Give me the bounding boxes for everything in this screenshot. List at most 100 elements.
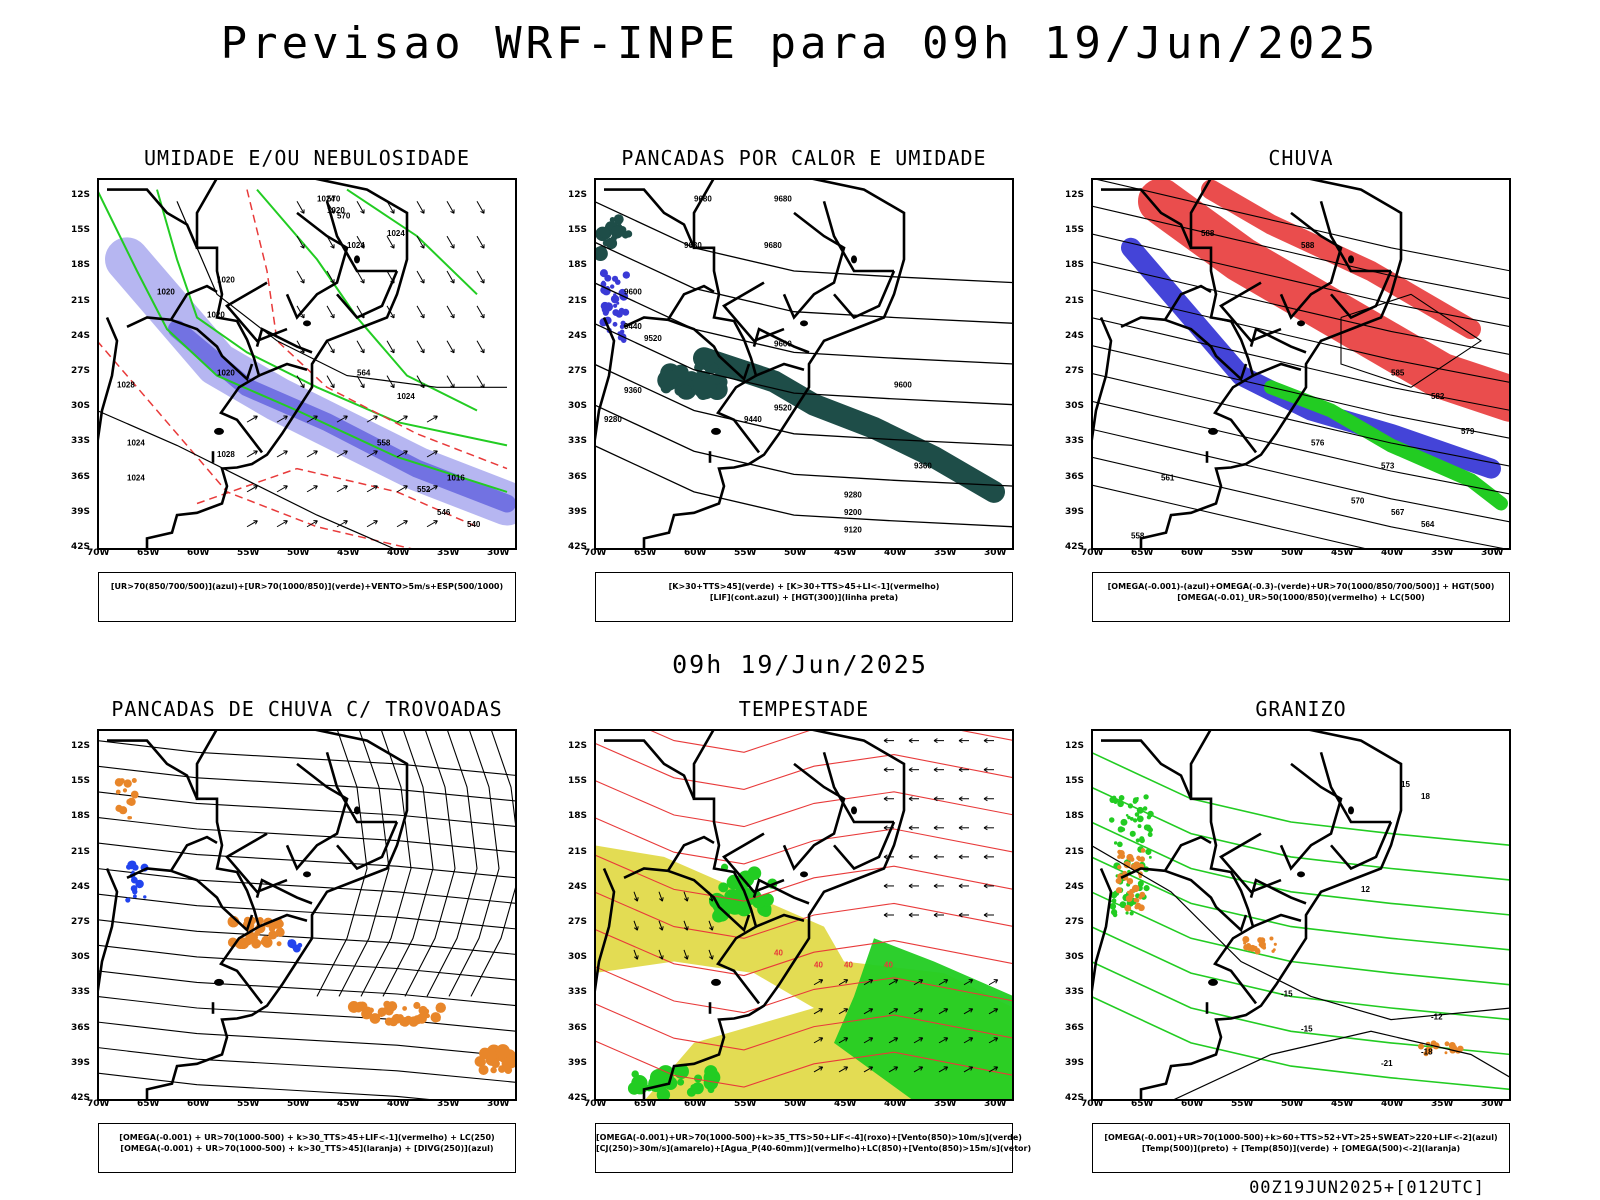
- temp850-contour: [1091, 821, 1511, 916]
- lon-tick-label: 55W: [1231, 548, 1254, 558]
- lc850-streamline: [594, 816, 1014, 865]
- legend-line: [K>30+TTS>45](verde) + [K>30+TTS>45+LI<-…: [668, 582, 940, 591]
- streamline: [338, 729, 390, 997]
- contour-label: 40: [774, 949, 783, 958]
- contour-label: 1028: [117, 380, 135, 389]
- lat-tick-label: 30S: [1065, 401, 1085, 412]
- lat-tick-label: 27S: [568, 917, 588, 927]
- streamline: [97, 919, 517, 956]
- map-layers: 1020 1024 1020 1024 1024 1020 1024 1024 1028 1024…: [97, 178, 517, 550]
- main-title: Previsao WRF-INPE para 09h 19/Jun/2025: [220, 18, 1380, 69]
- lat-tick-label: 18S: [568, 811, 588, 822]
- lat-tick-label: 39S: [71, 506, 91, 517]
- lon-tick-label: 55W: [734, 548, 757, 558]
- streamline: [470, 729, 517, 997]
- lat-tick-label: 15S: [71, 225, 91, 236]
- lon-tick-label: 70W: [1081, 1099, 1104, 1109]
- legend-box: [UR>70(850/700/500)](azul)+[UR>70(1000/8…: [98, 572, 516, 622]
- legend-line: [OMEGA(-0.001) + UR>70(1000-500) + k>30_…: [120, 1144, 494, 1153]
- lat-tick-label: 36S: [71, 471, 91, 482]
- lat-tick-label: 12S: [1065, 741, 1085, 751]
- legend-box: [OMEGA(-0.001)-(azul)+OMEGA(-0.3)-(verde…: [1092, 572, 1510, 622]
- lc850-streamline: [594, 965, 1014, 1014]
- lon-tick-label: 60W: [1181, 1099, 1204, 1109]
- contour-label: 1024: [347, 241, 365, 250]
- storm-orange: [114, 777, 139, 820]
- map-layers: 588 588 585 582 579 576 573 570 567 564 561 558: [1091, 178, 1511, 550]
- map-frame: [1091, 729, 1511, 1101]
- hgt300-contour: [594, 363, 1014, 447]
- streamline: [97, 1021, 517, 1058]
- lon-tick-label: 70W: [1081, 548, 1104, 558]
- contour-label: 564: [1421, 520, 1435, 529]
- contour-label: 9440: [624, 322, 642, 331]
- streamline: [97, 791, 517, 828]
- lat-tick-label: 12S: [568, 190, 588, 200]
- streamline: [316, 729, 368, 997]
- contour-label: 1024: [317, 194, 335, 203]
- streamline: [97, 740, 517, 777]
- lon-tick-label: 35W: [1431, 1099, 1454, 1109]
- lc850-streamline: [646, 729, 1014, 753]
- lat-tick-label: 36S: [1065, 1022, 1085, 1033]
- contour-label: 546: [437, 508, 451, 517]
- lon-tick-label: 65W: [137, 1099, 160, 1109]
- contour-label: 1024: [127, 473, 145, 482]
- contour-label: 573: [1381, 462, 1395, 471]
- streamline: [97, 970, 517, 1007]
- lon-tick-label: 30W: [487, 1099, 510, 1109]
- hgt500-contour: [1091, 372, 1511, 467]
- map-frame: [1091, 178, 1511, 550]
- lat-tick-label: 42S: [1065, 1093, 1085, 1103]
- lat-tick-label: 21S: [568, 846, 588, 857]
- contour-label: 40: [884, 960, 893, 969]
- convection-band: [693, 347, 1005, 503]
- temp500-contour: [1091, 844, 1511, 1021]
- lat-tick-label: 15S: [568, 225, 588, 236]
- contour-label: 9600: [774, 340, 792, 349]
- lon-tick-label: 45W: [337, 1099, 360, 1109]
- lat-tick-label: 36S: [71, 1022, 91, 1033]
- coastline-and-borders: [1091, 729, 1403, 1101]
- legend-line: [OMEGA(-0.01)_UR>50(1000/850)(vermelho) …: [1177, 593, 1425, 602]
- contour-label: 540: [467, 520, 481, 529]
- lat-tick-label: 30S: [71, 401, 91, 412]
- lat-tick-label: 12S: [71, 741, 91, 751]
- contour-label: 558: [377, 438, 391, 447]
- contour-label: 570: [1351, 497, 1365, 506]
- lat-tick-label: 42S: [71, 1093, 91, 1103]
- lon-tick-label: 45W: [834, 548, 857, 558]
- lon-tick-label: 40W: [1381, 548, 1404, 558]
- streamline: [426, 729, 478, 997]
- lat-tick-label: 27S: [568, 366, 588, 376]
- lon-tick-label: 35W: [934, 548, 957, 558]
- contour-label: 9520: [644, 334, 662, 343]
- lon-tick-label: 70W: [87, 548, 110, 558]
- hgt500-contour: [1091, 456, 1511, 550]
- lon-tick-label: 50W: [1281, 1099, 1304, 1109]
- contour-label: 9680: [774, 194, 792, 203]
- legend-line: [OMEGA(-0.001)+UR>70(1000-500)+k>60+TTS>…: [1104, 1133, 1498, 1142]
- contour-label: 9200: [844, 508, 862, 517]
- contour-label: 1020: [217, 276, 235, 285]
- streamline: [97, 893, 517, 930]
- lat-tick-label: 33S: [1065, 436, 1085, 447]
- contour-label: 1028: [217, 450, 235, 459]
- divergence-blue: [287, 939, 303, 953]
- lon-tick-label: 35W: [1431, 548, 1454, 558]
- lat-tick-label: 27S: [1065, 366, 1085, 376]
- lat-tick-label: 33S: [568, 436, 588, 447]
- wind-green: [834, 938, 1014, 1101]
- lat-tick-label: 18S: [71, 811, 91, 822]
- panel-title: CHUVA: [1268, 146, 1334, 170]
- lon-tick-label: 70W: [584, 1099, 607, 1109]
- contour-label: 9600: [894, 380, 912, 389]
- lc850-streamline: [594, 891, 1014, 939]
- thickness-contour: [246, 189, 508, 470]
- legend-box: [OMEGA(-0.001)+UR>70(1000-500)+k>35_TTS>…: [595, 1123, 1031, 1173]
- hgt300-contour: [594, 444, 1014, 528]
- lat-tick-label: 24S: [71, 881, 91, 892]
- lat-tick-label: 21S: [1065, 846, 1085, 857]
- legend-box: [K>30+TTS>45](verde) + [K>30+TTS>45+LI<-…: [595, 572, 1013, 622]
